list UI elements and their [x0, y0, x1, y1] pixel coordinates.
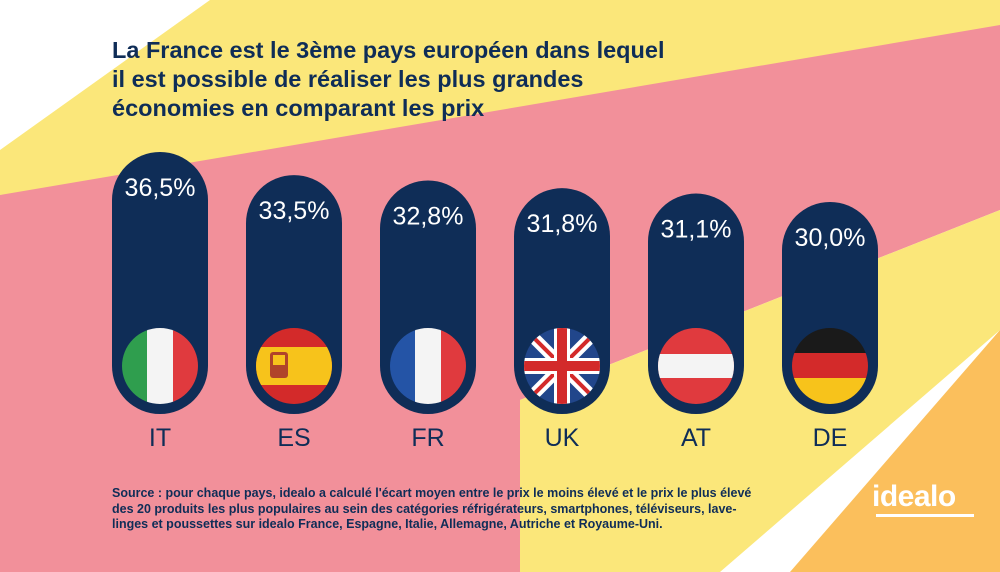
france-flag	[390, 328, 466, 404]
category-label-uk: UK	[545, 424, 580, 452]
source-note: Source : pour chaque pays, idealo a calc…	[112, 486, 752, 531]
austria-flag	[658, 328, 734, 404]
value-label-at: 31,1%	[661, 216, 732, 244]
logo-underline	[876, 514, 974, 517]
category-label-de: DE	[813, 424, 848, 452]
category-label-at: AT	[681, 424, 711, 452]
germany-flag	[792, 328, 868, 404]
idealo-logo: idealo	[872, 480, 956, 513]
orange-corner	[790, 330, 1000, 572]
value-label-es: 33,5%	[259, 197, 330, 225]
category-label-fr: FR	[411, 424, 444, 452]
value-label-de: 30,0%	[795, 224, 866, 252]
value-label-it: 36,5%	[125, 174, 196, 202]
category-label-es: ES	[277, 424, 310, 452]
spain-flag	[256, 328, 332, 404]
category-label-it: IT	[149, 424, 171, 452]
uk-flag	[524, 328, 600, 404]
value-label-uk: 31,8%	[527, 210, 598, 238]
pink-band	[0, 25, 1000, 572]
value-label-fr: 32,8%	[393, 202, 464, 230]
yellow-band-right	[520, 210, 1000, 572]
chart-title: La France est le 3ème pays européen dans…	[112, 37, 665, 121]
